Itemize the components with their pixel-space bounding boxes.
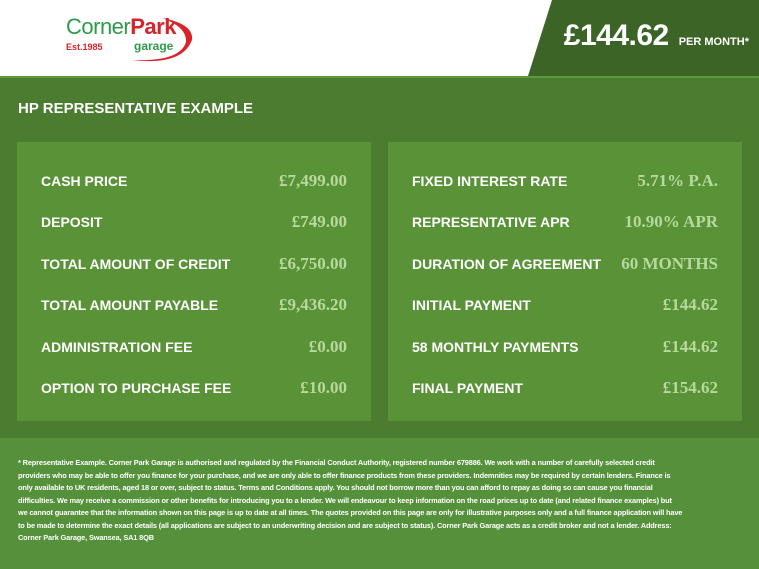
- logo-text: CornerPark: [66, 14, 176, 39]
- row-label: OPTION TO PURCHASE FEE: [41, 380, 232, 396]
- finance-row: ADMINISTRATION FEE £0.00: [41, 337, 347, 357]
- finance-row: FINAL PAYMENT £154.62: [412, 378, 718, 398]
- finance-row: INITIAL PAYMENT £144.62: [412, 295, 718, 315]
- finance-panel-left: CASH PRICE £7,499.00 DEPOSIT £749.00 TOTAL A…: [17, 142, 371, 421]
- row-label: ADMINISTRATION FEE: [41, 339, 193, 355]
- price-display: £144.62 PER MONTH*: [564, 18, 749, 54]
- row-value: £6,750.00: [279, 254, 347, 273]
- per-month-label: PER MONTH*: [678, 36, 749, 48]
- row-value: £9,436.20: [279, 295, 347, 314]
- row-label: FINAL PAYMENT: [412, 380, 523, 396]
- disclaimer: * Representative Example. Corner Park Ga…: [18, 458, 683, 542]
- logo: CornerPark Est.1985 garage: [62, 14, 197, 64]
- finance-panel-right: FIXED INTEREST RATE 5.71% P.A. REPRESENTAT…: [388, 142, 742, 421]
- finance-row: OPTION TO PURCHASE FEE £10.00: [41, 378, 347, 398]
- row-value: £144.62: [662, 337, 718, 356]
- row-value: £10.00: [300, 378, 347, 397]
- finance-example: HP REPRESENTATIVE EXAMPLE CASH PRICE £7,4…: [0, 78, 759, 438]
- row-label: FIXED INTEREST RATE: [412, 173, 568, 189]
- monthly-price: £144.62: [563, 19, 669, 52]
- finance-row: FIXED INTEREST RATE 5.71% P.A.: [412, 171, 718, 191]
- row-value: £144.62: [662, 295, 718, 314]
- row-label: DURATION OF AGREEMENT: [412, 256, 601, 272]
- finance-row: TOTAL AMOUNT PAYABLE £9,436.20: [41, 295, 347, 315]
- row-value: 60 MONTHS: [621, 254, 718, 273]
- header: CornerPark Est.1985 garage £144.62 PER M…: [0, 0, 759, 78]
- row-label: TOTAL AMOUNT OF CREDIT: [41, 256, 231, 272]
- row-value: £0.00: [308, 337, 347, 356]
- finance-row: DURATION OF AGREEMENT 60 MONTHS: [412, 254, 718, 274]
- finance-row: 58 MONTHLY PAYMENTS £144.62: [412, 337, 718, 357]
- finance-row: DEPOSIT £749.00: [41, 212, 347, 232]
- row-value: £7,499.00: [279, 171, 347, 190]
- finance-row: TOTAL AMOUNT OF CREDIT £6,750.00: [41, 254, 347, 274]
- price-band: [528, 0, 759, 76]
- logo-established: Est.1985: [66, 42, 103, 52]
- finance-row: REPRESENTATIVE APR 10.90% APR: [412, 212, 718, 232]
- row-label: TOTAL AMOUNT PAYABLE: [41, 297, 219, 313]
- row-value: £154.62: [662, 378, 718, 397]
- row-label: REPRESENTATIVE APR: [412, 214, 570, 230]
- row-value: £749.00: [291, 212, 347, 231]
- row-value: 5.71% P.A.: [637, 171, 718, 190]
- logo-subtitle: garage: [134, 39, 174, 53]
- section-title: HP REPRESENTATIVE EXAMPLE: [18, 100, 254, 117]
- row-label: DEPOSIT: [41, 214, 103, 230]
- finance-row: CASH PRICE £7,499.00: [41, 171, 347, 191]
- row-label: INITIAL PAYMENT: [412, 297, 531, 313]
- row-label: 58 MONTHLY PAYMENTS: [412, 339, 579, 355]
- row-label: CASH PRICE: [41, 173, 128, 189]
- row-value: 10.90% APR: [624, 212, 719, 231]
